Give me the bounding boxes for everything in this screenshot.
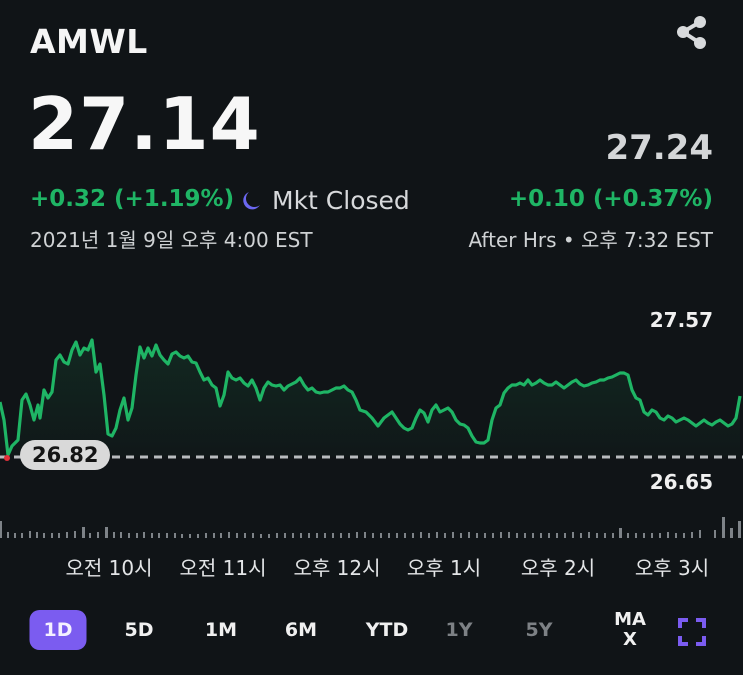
after-hours-timestamp: After Hrs • 오후 7:32 EST — [468, 228, 713, 252]
moon-icon — [243, 191, 260, 209]
range-selector: 1D 5D 1M 6M YTD 1Y 5Y MAX — [0, 608, 743, 658]
range-1d-button[interactable]: 1D — [29, 610, 87, 650]
after-hours-change: +0.10 (+0.37%) — [508, 186, 713, 212]
range-5y-button[interactable]: 5Y — [525, 619, 553, 641]
range-max-button[interactable]: MAX — [614, 609, 646, 650]
market-status: Mkt Closed — [240, 186, 410, 215]
volume-bars — [0, 517, 741, 538]
range-1m-button[interactable]: 1M — [204, 619, 238, 641]
price-change: +0.32 (+1.19%) — [30, 186, 235, 212]
chart-canvas — [0, 338, 743, 538]
x-tick: 오전 11시 — [179, 556, 267, 580]
price-line — [0, 338, 742, 457]
x-axis: 오전 10시 오전 11시 오후 12시 오후 1시 오후 2시 오후 3시 — [0, 552, 743, 582]
x-tick: 오후 1시 — [406, 556, 482, 580]
price-chart[interactable] — [0, 290, 743, 550]
after-hours-price: 27.24 — [605, 128, 713, 168]
range-ytd-button[interactable]: YTD — [365, 619, 409, 641]
x-tick: 오후 2시 — [520, 556, 596, 580]
close-timestamp: 2021년 1월 9일 오후 4:00 EST — [30, 228, 313, 252]
y-axis-high-label: 27.57 — [649, 308, 713, 332]
x-tick: 오전 10시 — [65, 556, 153, 580]
range-6m-button[interactable]: 6M — [284, 619, 318, 641]
market-status-label: Mkt Closed — [272, 186, 410, 215]
expand-chart-button[interactable] — [678, 618, 706, 646]
x-tick: 오후 12시 — [293, 556, 381, 580]
x-tick: 오후 3시 — [634, 556, 710, 580]
share-button[interactable] — [672, 12, 712, 52]
share-icon — [677, 16, 706, 49]
y-axis-low-label: 26.65 — [649, 470, 713, 494]
expand-icon — [678, 618, 706, 646]
chart-area-fill — [0, 340, 740, 457]
range-5d-button[interactable]: 5D — [124, 619, 154, 641]
range-1y-button[interactable]: 1Y — [445, 619, 473, 641]
low-marker — [4, 455, 10, 461]
current-price: 27.14 — [28, 82, 261, 166]
ticker-symbol: AMWL — [30, 22, 148, 61]
previous-close-badge: 26.82 — [20, 440, 111, 470]
